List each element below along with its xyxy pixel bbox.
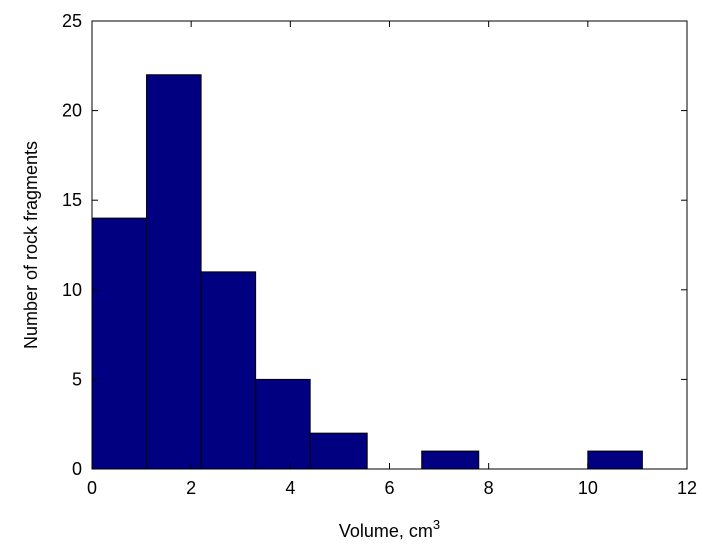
histogram-bar-4: [309, 432, 368, 470]
x-tick-label-6: 6: [384, 478, 394, 498]
x-axis-label-superscript: 3: [433, 517, 440, 532]
histogram-bar-3: [255, 378, 311, 470]
y-tick-label-10: 10: [62, 280, 82, 300]
tick-labels-group: 0 2 4 6 8 10 12 0 5 10 15 20 25: [62, 11, 697, 498]
bars-group: [91, 74, 643, 470]
histogram-bar-9: [587, 450, 643, 470]
x-axis-label-text: Volume, cm: [339, 521, 433, 541]
histogram-bar-6: [421, 450, 480, 470]
x-tick-label-0: 0: [87, 478, 97, 498]
histogram-bar-2: [200, 271, 257, 470]
x-tick-label-2: 2: [186, 478, 196, 498]
plot-area-frame: [91, 20, 688, 470]
y-tick-label-5: 5: [72, 369, 82, 389]
histogram-bar-0: [91, 217, 148, 470]
x-tick-label-8: 8: [484, 478, 494, 498]
x-tick-label-4: 4: [285, 478, 295, 498]
x-tick-label-12: 12: [677, 478, 697, 498]
histogram-bar-1: [146, 74, 202, 470]
x-axis-label: Volume, cm3: [339, 517, 440, 541]
y-tick-label-15: 15: [62, 190, 82, 210]
y-tick-label-20: 20: [62, 101, 82, 121]
y-tick-label-25: 25: [62, 11, 82, 31]
y-axis-label: Number of rock fragments: [21, 141, 41, 349]
y-tick-label-0: 0: [72, 459, 82, 479]
x-tick-label-10: 10: [578, 478, 598, 498]
